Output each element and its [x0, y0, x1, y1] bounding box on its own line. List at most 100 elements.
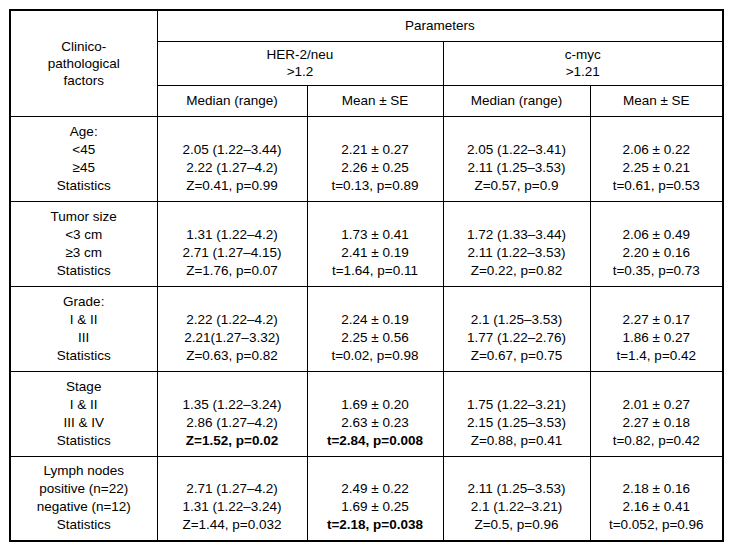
value-line: t=0.61, p=0.53 — [591, 177, 723, 195]
factor-label-cell: Age:<45≥45Statistics — [10, 116, 157, 201]
value-line — [591, 293, 723, 311]
value-line — [444, 123, 590, 141]
value-line: 2.71 (1.27–4.2) — [158, 480, 307, 498]
value-line: t=2.18, p=0.038 — [308, 516, 443, 534]
value-line: 2.05 (1.22–3.41) — [444, 141, 590, 159]
value-line: t=0.82, p=0.42 — [591, 432, 723, 450]
value-line: Z=0.5, p=0.96 — [444, 516, 590, 534]
value-cell: 2.27 ± 0.171.86 ± 0.27t=1.4, p=0.42 — [590, 286, 723, 371]
value-line — [158, 123, 307, 141]
value-line: 1.73 ± 0.41 — [308, 226, 443, 244]
value-line: Z=0.57, p=0.9 — [444, 177, 590, 195]
value-line: 2.41 ± 0.19 — [308, 244, 443, 262]
value-line: 1.69 ± 0.20 — [308, 396, 443, 414]
value-line: 1.77 (1.22–2.76) — [444, 329, 590, 347]
value-line: 2.11 (1.25–3.53) — [444, 159, 590, 177]
value-line: 2.63 ± 0.23 — [308, 414, 443, 432]
value-line: 1.72 (1.33–3.44) — [444, 226, 590, 244]
value-line: Z=0.67, p=0.75 — [444, 347, 590, 365]
value-line: t=1.64, p=0.11 — [308, 262, 443, 280]
factor-line: I & II — [11, 311, 157, 329]
value-line: 1.31 (1.22–4.2) — [158, 226, 307, 244]
factor-block-row: Age:<45≥45Statistics 2.05 (1.22–3.44)2.2… — [10, 116, 723, 201]
value-line: t=2.84, p=0.008 — [308, 432, 443, 450]
value-line: t=1.4, p=0.42 — [591, 347, 723, 365]
factor-line: Statistics — [11, 177, 157, 195]
value-line: 2.49 ± 0.22 — [308, 480, 443, 498]
value-line: 2.1 (1.22–3.21) — [444, 498, 590, 516]
value-cell: 2.18 ± 0.162.16 ± 0.41t=0.052, p=0.96 — [590, 456, 723, 541]
value-line — [591, 208, 723, 226]
value-line: Z=1.52, p=0.02 — [158, 432, 307, 450]
value-line — [308, 462, 443, 480]
value-cell: 2.49 ± 0.221.69 ± 0.25t=2.18, p=0.038 — [307, 456, 443, 541]
value-line: 2.27 ± 0.17 — [591, 311, 723, 329]
value-line: 2.25 ± 0.56 — [308, 329, 443, 347]
factor-line: Statistics — [11, 347, 157, 365]
value-line: 2.27 ± 0.18 — [591, 414, 723, 432]
factor-line: Statistics — [11, 516, 157, 534]
value-line: 2.11 (1.22–3.53) — [444, 244, 590, 262]
value-cell: 2.11 (1.25–3.53)2.1 (1.22–3.21)Z=0.5, p=… — [443, 456, 590, 541]
factor-line: Age: — [11, 123, 157, 141]
value-line: 2.1 (1.25–3.53) — [444, 311, 590, 329]
page: Clinico- pathological factors Parameters… — [0, 0, 731, 549]
value-line: Z=0.88, p=0.41 — [444, 432, 590, 450]
subheader-cmyc-median: Median (range) — [443, 85, 590, 116]
factor-block-row: Lymph nodespositive (n=22)negative (n=12… — [10, 456, 723, 541]
value-line: 2.20 ± 0.16 — [591, 244, 723, 262]
value-line — [591, 378, 723, 396]
factor-line: Statistics — [11, 432, 157, 450]
value-line — [444, 293, 590, 311]
value-line: 2.26 ± 0.25 — [308, 159, 443, 177]
value-line: Z=0.41, p=0.99 — [158, 177, 307, 195]
value-line — [158, 462, 307, 480]
value-cell: 1.31 (1.22–4.2)2.71 (1.27–4.15)Z=1.76, p… — [157, 201, 307, 286]
factor-line: III & IV — [11, 414, 157, 432]
value-line: 1.35 (1.22–3.24) — [158, 396, 307, 414]
parameters-header-cell: Parameters — [157, 10, 723, 41]
value-line: 2.15 (1.25–3.53) — [444, 414, 590, 432]
value-line — [308, 378, 443, 396]
factor-line: III — [11, 329, 157, 347]
factor-line: <3 cm — [11, 226, 157, 244]
value-cell: 2.22 (1.22–4.2)2.21(1.27–3.32)Z=0.63, p=… — [157, 286, 307, 371]
value-line: 2.11 (1.25–3.53) — [444, 480, 590, 498]
factor-label-cell: Lymph nodespositive (n=22)negative (n=12… — [10, 456, 157, 541]
group-header-cmyc: c-myc >1.21 — [443, 41, 723, 85]
factor-block-row: Tumor size<3 cm≥3 cmStatistics 1.31 (1.2… — [10, 201, 723, 286]
value-cell: 1.72 (1.33–3.44)2.11 (1.22–3.53)Z=0.22, … — [443, 201, 590, 286]
value-line: t=0.052, p=0.96 — [591, 516, 723, 534]
value-line: 2.86 (1.27–4.2) — [158, 414, 307, 432]
value-line: 1.69 ± 0.25 — [308, 498, 443, 516]
value-cell: 1.69 ± 0.202.63 ± 0.23t=2.84, p=0.008 — [307, 371, 443, 456]
value-line — [308, 123, 443, 141]
value-line — [158, 293, 307, 311]
value-line: 2.05 (1.22–3.44) — [158, 141, 307, 159]
factor-label-cell: Grade:I & IIIIIStatistics — [10, 286, 157, 371]
factor-line: I & II — [11, 396, 157, 414]
value-line: t=0.02, p=0.98 — [308, 347, 443, 365]
value-line: 1.86 ± 0.27 — [591, 329, 723, 347]
factor-label-cell: StageI & IIIII & IVStatistics — [10, 371, 157, 456]
value-line: 2.21(1.27–3.32) — [158, 329, 307, 347]
value-line: 2.18 ± 0.16 — [591, 480, 723, 498]
factor-line: ≥45 — [11, 159, 157, 177]
value-line: 2.01 ± 0.27 — [591, 396, 723, 414]
value-cell: 2.06 ± 0.492.20 ± 0.16t=0.35, p=0.73 — [590, 201, 723, 286]
value-cell: 1.73 ± 0.412.41 ± 0.19t=1.64, p=0.11 — [307, 201, 443, 286]
factor-line: Tumor size — [11, 208, 157, 226]
factor-label-cell: Tumor size<3 cm≥3 cmStatistics — [10, 201, 157, 286]
value-line: t=0.13, p=0.89 — [308, 177, 443, 195]
factor-line: Statistics — [11, 262, 157, 280]
value-line: 2.22 (1.27–4.2) — [158, 159, 307, 177]
factor-line: Lymph nodes — [11, 462, 157, 480]
factor-line: positive (n=22) — [11, 480, 157, 498]
value-cell: 2.05 (1.22–3.44)2.22 (1.27–4.2)Z=0.41, p… — [157, 116, 307, 201]
factor-line: Grade: — [11, 293, 157, 311]
subheader-her2-mean: Mean ± SE — [307, 85, 443, 116]
value-line: 2.25 ± 0.21 — [591, 159, 723, 177]
value-line: Z=1.44, p=0.032 — [158, 516, 307, 534]
value-line — [158, 208, 307, 226]
factor-line: <45 — [11, 141, 157, 159]
